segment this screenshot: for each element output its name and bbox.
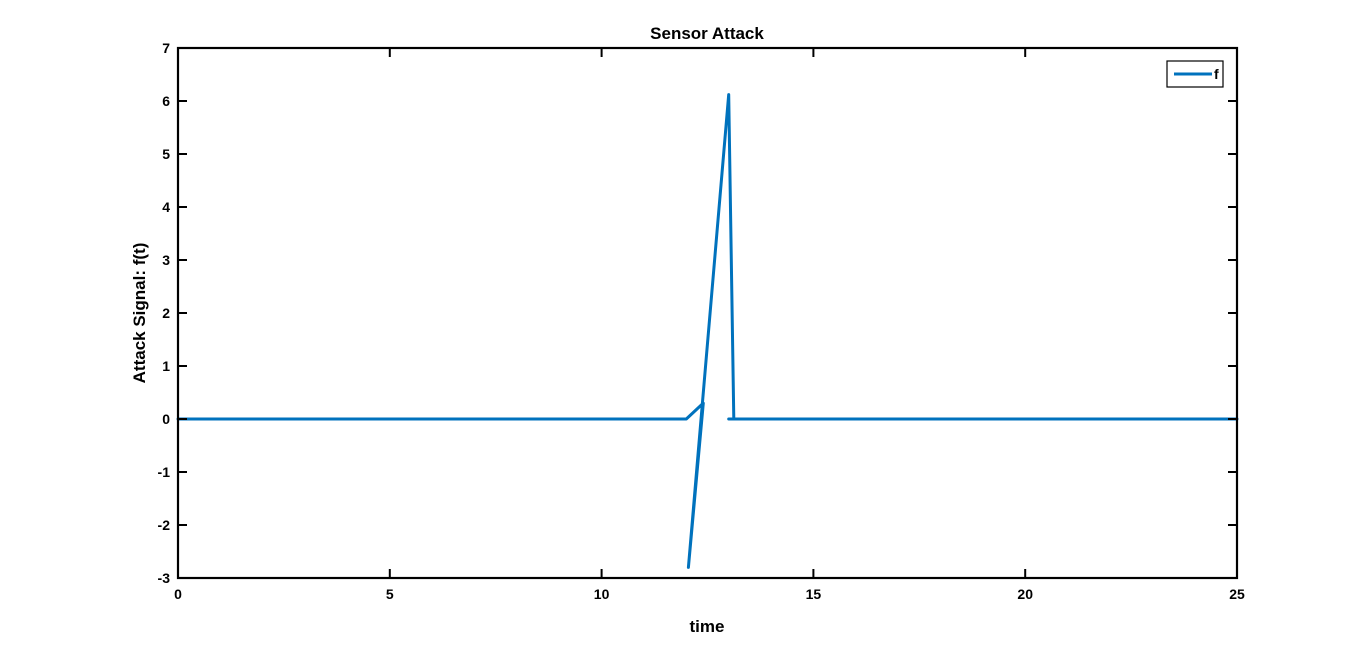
legend-label: f: [1214, 66, 1219, 82]
series-line-f: [176, 93, 1239, 569]
y-tick-label: 4: [162, 199, 170, 215]
x-axis-label: time: [690, 617, 725, 636]
x-tick-label: 15: [806, 586, 822, 602]
x-axis: 0 5 10 15 20 25: [174, 48, 1245, 602]
x-tick-label: 0: [174, 586, 182, 602]
y-tick-label: -2: [158, 517, 171, 533]
y-tick-label: -1: [158, 464, 171, 480]
y-tick-label: 5: [162, 146, 170, 162]
x-tick-label: 20: [1017, 586, 1033, 602]
y-tick-label: 7: [162, 40, 170, 56]
axes-box: [176, 46, 1239, 580]
legend: f: [1166, 60, 1224, 88]
y-tick-label: 0: [162, 411, 170, 427]
y-axis: -3 -2 -1 0 1 2 3 4 5 6 7: [158, 40, 1237, 586]
y-axis-label: Attack Signal: f(t): [130, 243, 149, 384]
y-tick-label: -3: [158, 570, 171, 586]
x-tick-label: 25: [1229, 586, 1245, 602]
plot-area: [176, 46, 1239, 580]
y-tick-label: 3: [162, 252, 170, 268]
chart-title: Sensor Attack: [650, 24, 764, 43]
y-tick-label: 2: [162, 305, 170, 321]
y-tick-label: 6: [162, 93, 170, 109]
y-tick-label: 1: [162, 358, 170, 374]
x-tick-label: 10: [594, 586, 610, 602]
x-tick-label: 5: [386, 586, 394, 602]
